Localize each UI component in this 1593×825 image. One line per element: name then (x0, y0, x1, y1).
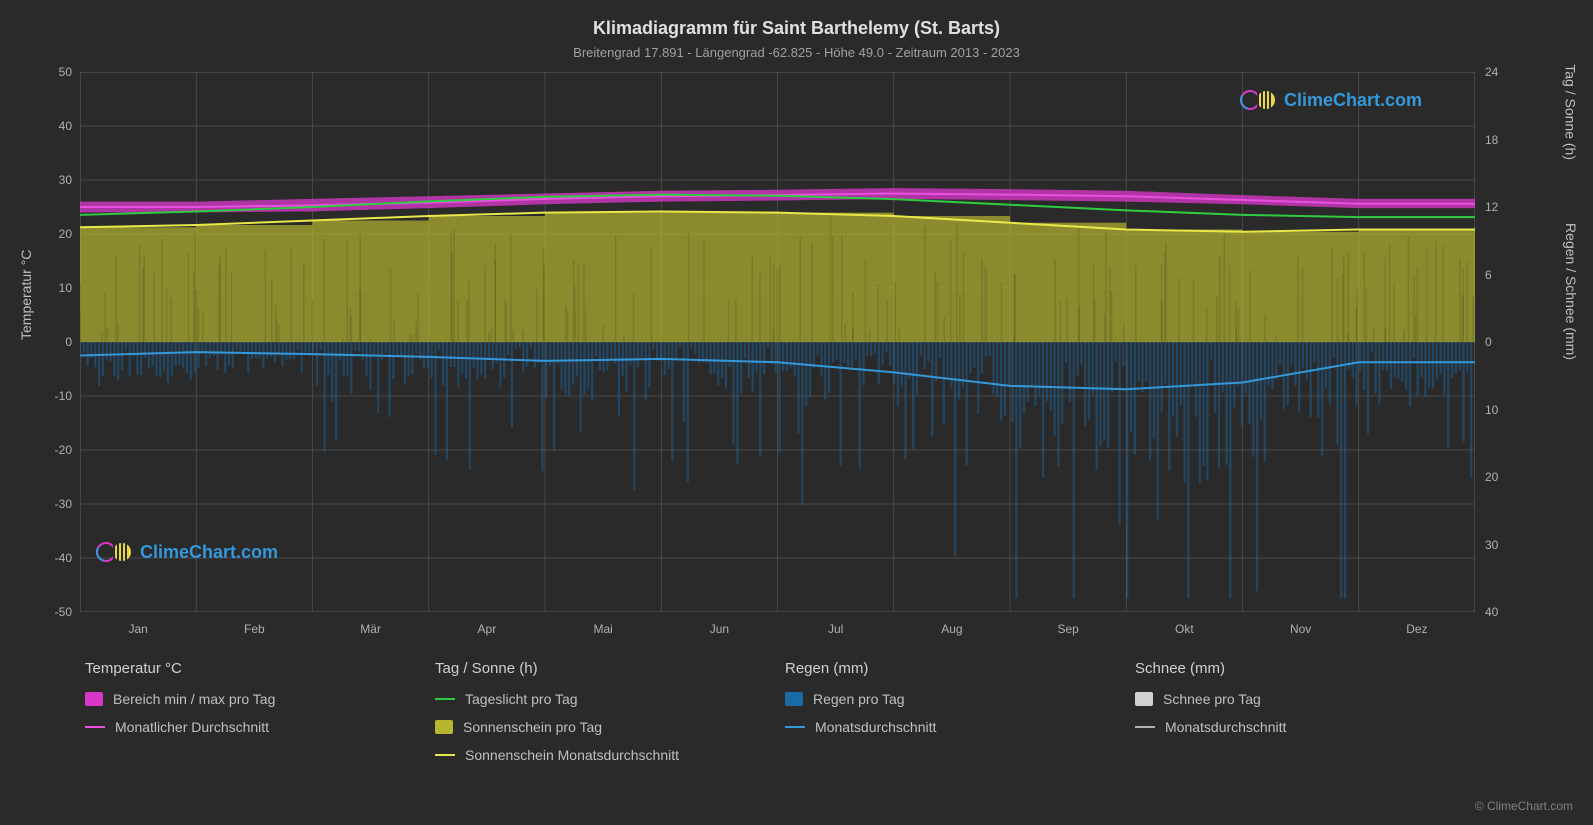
legend-header: Regen (mm) (785, 660, 1135, 677)
climechart-logo-icon (96, 540, 134, 564)
tick-label: 20 (32, 227, 72, 241)
legend-column: Regen (mm) Regen pro Tag Monatsdurchschnit… (785, 660, 1135, 775)
legend-label: Bereich min / max pro Tag (113, 691, 275, 707)
tick-label: Dez (1406, 622, 1427, 636)
tick-label: 12 (1485, 200, 1498, 214)
legend-item: Bereich min / max pro Tag (85, 691, 435, 707)
legend-header: Temperatur °C (85, 660, 435, 677)
tick-label: Nov (1290, 622, 1311, 636)
chart-svg (80, 72, 1475, 612)
legend-label: Tageslicht pro Tag (465, 691, 578, 707)
tick-label: 50 (32, 65, 72, 79)
y-axis-right-top-label: Tag / Sonne (h) (1563, 64, 1579, 160)
tick-label: 10 (32, 281, 72, 295)
legend-swatch (785, 692, 803, 706)
legend-item: Monatlicher Durchschnitt (85, 719, 435, 735)
legend-column: Temperatur °C Bereich min / max pro Tag Mo… (85, 660, 435, 775)
tick-label: Jun (710, 622, 729, 636)
chart-title: Klimadiagramm für Saint Barthelemy (St. … (0, 0, 1593, 39)
tick-label: 40 (32, 119, 72, 133)
tick-label: -50 (32, 605, 72, 619)
legend-label: Monatsdurchschnitt (1165, 719, 1286, 735)
legend-item: Monatsdurchschnitt (785, 719, 1135, 735)
legend-label: Regen pro Tag (813, 691, 905, 707)
tick-label: Aug (941, 622, 962, 636)
y-axis-right-bottom-label: Regen / Schnee (mm) (1563, 223, 1579, 360)
watermark-text: ClimeChart.com (140, 542, 278, 563)
tick-label: 24 (1485, 65, 1498, 79)
legend-label: Schnee pro Tag (1163, 691, 1261, 707)
legend-item: Sonnenschein pro Tag (435, 719, 785, 735)
legend-item: Regen pro Tag (785, 691, 1135, 707)
tick-label: Jan (128, 622, 147, 636)
tick-label: Sep (1057, 622, 1078, 636)
tick-label: -10 (32, 389, 72, 403)
legend-label: Monatlicher Durchschnitt (115, 719, 269, 735)
legend-line (785, 726, 805, 728)
tick-label: 30 (32, 173, 72, 187)
legend-column: Tag / Sonne (h) Tageslicht pro Tag Sonnens… (435, 660, 785, 775)
legend: Temperatur °C Bereich min / max pro Tag Mo… (85, 660, 1485, 775)
tick-label: Mär (360, 622, 381, 636)
watermark-text: ClimeChart.com (1284, 90, 1422, 111)
tick-label: 20 (1485, 470, 1498, 484)
tick-label: -40 (32, 551, 72, 565)
legend-item: Tageslicht pro Tag (435, 691, 785, 707)
watermark: ClimeChart.com (96, 540, 278, 564)
legend-header: Schnee (mm) (1135, 660, 1485, 677)
tick-label: -20 (32, 443, 72, 457)
climate-chart: Klimadiagramm für Saint Barthelemy (St. … (0, 0, 1593, 825)
tick-label: Mai (593, 622, 612, 636)
legend-swatch (435, 720, 453, 734)
tick-label: Feb (244, 622, 265, 636)
legend-label: Sonnenschein Monatsdurchschnitt (465, 747, 679, 763)
plot-area (80, 72, 1475, 612)
legend-column: Schnee (mm) Schnee pro Tag Monatsdurchschn… (1135, 660, 1485, 775)
copyright: © ClimeChart.com (1475, 799, 1573, 813)
legend-header: Tag / Sonne (h) (435, 660, 785, 677)
tick-label: Okt (1175, 622, 1194, 636)
tick-label: 10 (1485, 403, 1498, 417)
legend-line (435, 698, 455, 700)
legend-label: Monatsdurchschnitt (815, 719, 936, 735)
tick-label: 18 (1485, 133, 1498, 147)
legend-line (435, 754, 455, 756)
tick-label: Jul (828, 622, 843, 636)
tick-label: Apr (478, 622, 497, 636)
tick-label: 0 (1485, 335, 1492, 349)
legend-line (1135, 726, 1155, 728)
chart-subtitle: Breitengrad 17.891 - Längengrad -62.825 … (0, 39, 1593, 60)
legend-item: Schnee pro Tag (1135, 691, 1485, 707)
legend-swatch (1135, 692, 1153, 706)
legend-item: Sonnenschein Monatsdurchschnitt (435, 747, 785, 763)
tick-label: 30 (1485, 538, 1498, 552)
climechart-logo-icon (1240, 88, 1278, 112)
tick-label: 0 (32, 335, 72, 349)
tick-label: 40 (1485, 605, 1498, 619)
legend-item: Monatsdurchschnitt (1135, 719, 1485, 735)
legend-line (85, 726, 105, 728)
legend-label: Sonnenschein pro Tag (463, 719, 602, 735)
legend-swatch (85, 692, 103, 706)
tick-label: -30 (32, 497, 72, 511)
watermark: ClimeChart.com (1240, 88, 1422, 112)
tick-label: 6 (1485, 268, 1492, 282)
